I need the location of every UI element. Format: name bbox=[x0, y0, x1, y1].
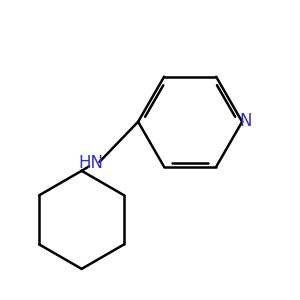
Text: N: N bbox=[239, 112, 252, 130]
Text: HN: HN bbox=[78, 154, 103, 172]
